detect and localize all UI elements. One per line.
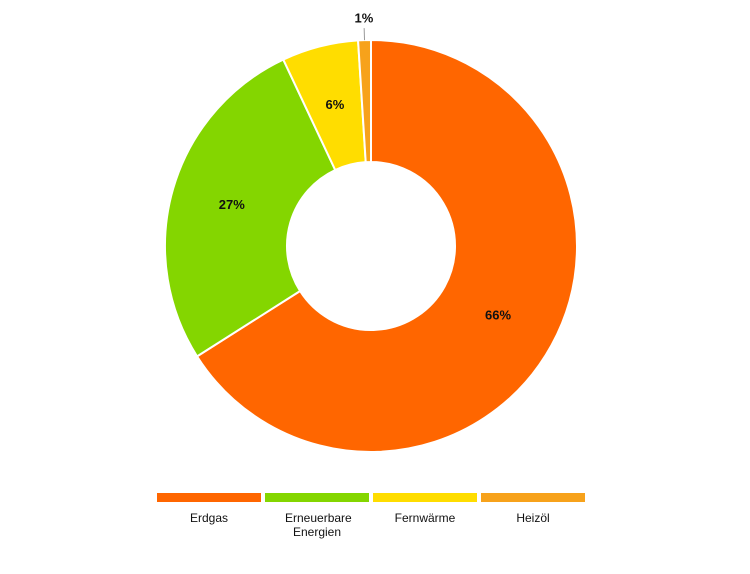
chart: 66% 27% 6% 1% <box>164 11 578 453</box>
legend-label: Erdgas <box>189 511 229 525</box>
slice <box>164 58 337 358</box>
legend-label: Erneuerbare Energien <box>285 511 352 539</box>
data-label: 1% <box>354 11 373 26</box>
legend: Erdgas Erneuerbare Energien Fernwärme Heizö… <box>157 493 589 539</box>
slice <box>195 38 578 453</box>
data-label: 27% <box>219 197 245 212</box>
legend-label: Heizöl <box>516 511 550 525</box>
data-label: 66% <box>485 307 511 322</box>
legend-item: Erneuerbare Energien <box>265 493 369 539</box>
legend-swatch <box>265 493 369 502</box>
legend-swatch <box>373 493 477 502</box>
slice <box>357 38 372 164</box>
legend-label: Fernwärme <box>394 511 456 525</box>
legend-swatch <box>157 493 261 502</box>
legend-swatch <box>481 493 585 502</box>
legend-item: Fernwärme <box>373 493 477 539</box>
legend-item: Erdgas <box>157 493 261 539</box>
legend-item: Heizöl <box>481 493 585 539</box>
data-label: 6% <box>326 97 345 112</box>
